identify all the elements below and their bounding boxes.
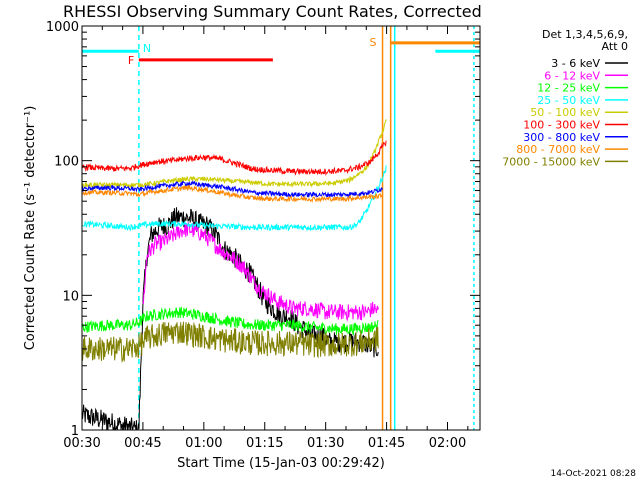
series-line-800-7000-kev — [81, 184, 383, 204]
night-label: N — [143, 42, 151, 55]
legend-entry-label: 100 - 300 keV — [523, 119, 600, 132]
x-axis: 00:30 00:45 01:00 01:15 01:30 01:45 02:00 — [63, 26, 469, 451]
saa-label: S — [370, 36, 377, 49]
x-tick-label: 01:15 — [246, 436, 283, 451]
x-tick-label: 00:45 — [124, 436, 161, 451]
annotations: NF S — [82, 26, 480, 430]
legend-entry-label: 3 - 6 keV — [551, 57, 600, 70]
legend-entry-label: 7000 - 15000 keV — [502, 155, 600, 168]
flare-label: F — [128, 54, 134, 67]
legend-header: Att 0 — [602, 40, 628, 53]
y-tick-label: 100 — [54, 155, 79, 170]
series-line-100-300-kev — [81, 140, 387, 177]
x-tick-label: 01:30 — [307, 436, 344, 451]
series-line-25-50-kev — [81, 165, 387, 232]
legend-header: Det 1,3,4,5,6,9, — [542, 28, 628, 41]
series-line-300-800-kev — [81, 180, 383, 199]
legend-entry-label: 300 - 800 keV — [523, 131, 600, 144]
x-axis-label: Start Time (15-Jan-03 00:29:42) — [177, 456, 385, 471]
series-lines — [81, 119, 387, 431]
x-tick-label: 01:00 — [185, 436, 222, 451]
legend-entry-label: 25 - 50 keV — [537, 94, 600, 107]
legend-entry-label: 6 - 12 keV — [544, 69, 600, 82]
x-tick-label: 01:45 — [368, 436, 405, 451]
series-line-12-25-kev — [81, 306, 379, 337]
y-axis: 1 10 100 1000 — [46, 20, 480, 439]
y-tick-label: 1000 — [46, 20, 79, 35]
legend-entry-label: 50 - 100 keV — [530, 106, 600, 119]
plot-frame — [81, 25, 481, 431]
y-tick-label: 1 — [71, 424, 79, 439]
series-line-7000-15000-kev — [81, 321, 379, 363]
x-tick-label: 00:30 — [63, 436, 100, 451]
series-line-6-12-kev — [142, 222, 379, 322]
y-tick-label: 10 — [62, 289, 79, 304]
legend-entry-label: 800 - 7000 keV — [516, 143, 600, 156]
x-tick-label: 02:00 — [429, 436, 466, 451]
chart-title: RHESSI Observing Summary Count Rates, Co… — [63, 2, 482, 21]
timestamp-label: 14-Oct-2021 08:28 — [551, 469, 637, 479]
y-axis-label: Corrected Count Rate (s⁻¹ detector⁻¹) — [23, 106, 38, 351]
series-line-50-100-kev — [81, 119, 387, 189]
legend-entry-label: 12 - 25 keV — [537, 82, 600, 95]
